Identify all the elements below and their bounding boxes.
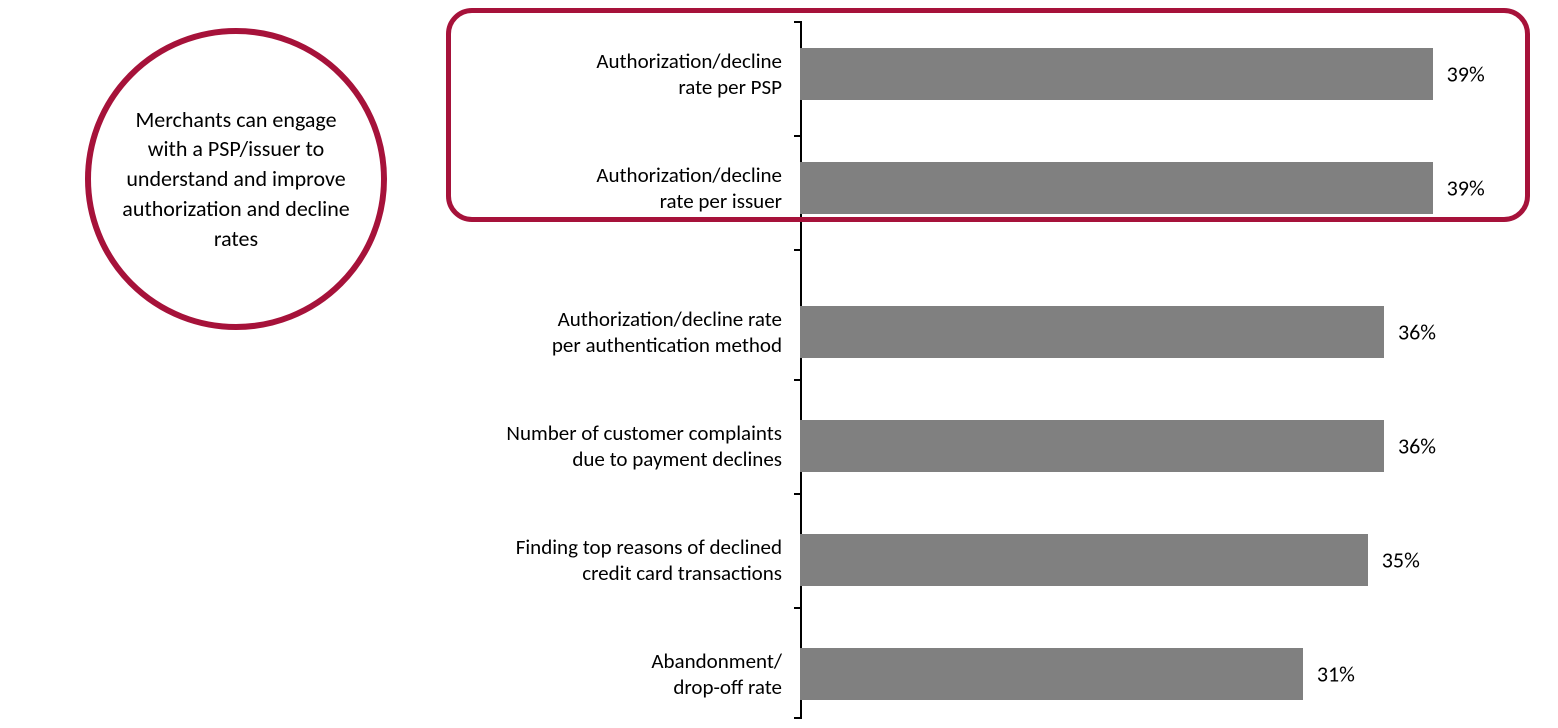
bar-area: 35% bbox=[800, 520, 1530, 600]
bar-value: 36% bbox=[1398, 433, 1436, 460]
axis-tick bbox=[794, 379, 802, 381]
bar bbox=[800, 648, 1303, 700]
highlight-box bbox=[446, 8, 1530, 222]
axis-tick bbox=[794, 717, 802, 719]
bar-area: 36% bbox=[800, 292, 1530, 372]
bar-label: Abandonment/drop-off rate bbox=[440, 648, 800, 701]
bar-area: 36% bbox=[800, 406, 1530, 486]
bar-value: 31% bbox=[1317, 661, 1355, 688]
axis-tick bbox=[794, 493, 802, 495]
callout-text: Merchants can engage with a PSP/issuer t… bbox=[121, 105, 351, 253]
bar-area: 31% bbox=[800, 634, 1530, 714]
bar-label: Number of customer complaintsdue to paym… bbox=[440, 420, 800, 473]
axis-tick bbox=[794, 249, 802, 251]
bar-row: Abandonment/drop-off rate 31% bbox=[440, 634, 1530, 714]
bar-label: Authorization/decline rateper authentica… bbox=[440, 306, 800, 359]
bar-row: Authorization/decline rateper authentica… bbox=[440, 292, 1530, 372]
bar-value: 35% bbox=[1382, 547, 1420, 574]
axis-tick bbox=[794, 607, 802, 609]
bar-label: Finding top reasons of declinedcredit ca… bbox=[440, 534, 800, 587]
bar-row: Finding top reasons of declinedcredit ca… bbox=[440, 520, 1530, 600]
bar bbox=[800, 420, 1384, 472]
bar bbox=[800, 534, 1368, 586]
bar-row: Number of customer complaintsdue to paym… bbox=[440, 406, 1530, 486]
callout-circle: Merchants can engage with a PSP/issuer t… bbox=[85, 28, 387, 330]
bar bbox=[800, 306, 1384, 358]
bar-value: 36% bbox=[1398, 319, 1436, 346]
